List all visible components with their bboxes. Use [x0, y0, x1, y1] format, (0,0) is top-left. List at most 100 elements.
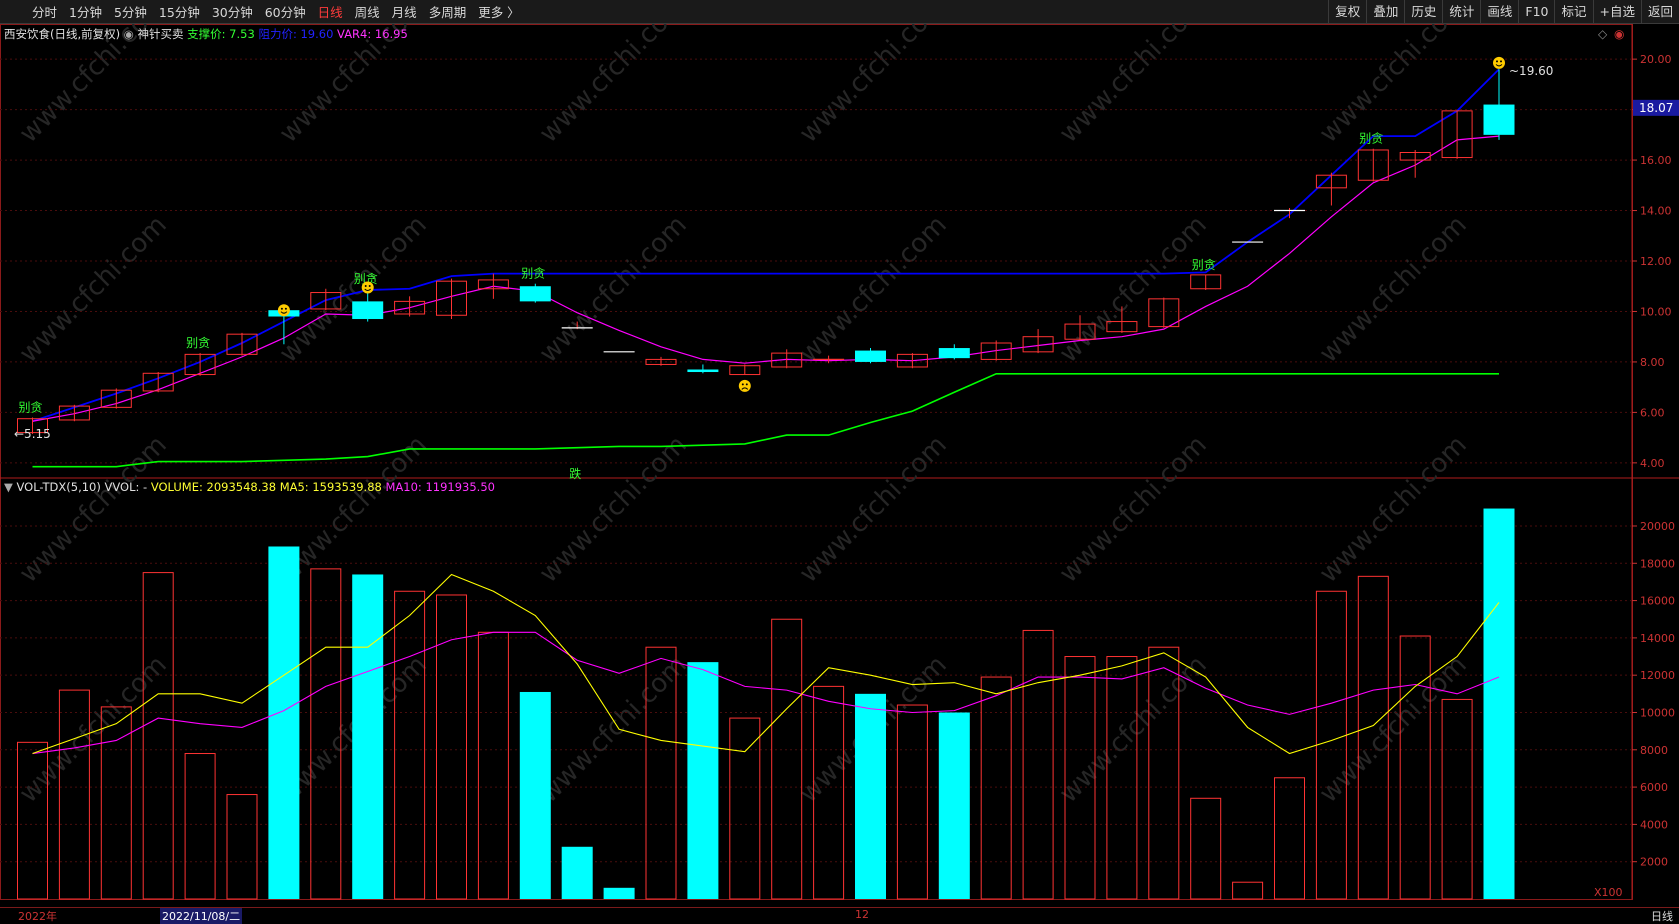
current-price-tag: 18.07 — [1639, 101, 1673, 115]
candle-body-up — [226, 333, 258, 355]
smile-icon-mouth — [1495, 64, 1503, 67]
action-button-5[interactable]: F10 — [1518, 0, 1554, 24]
action-button-0[interactable]: 复权 — [1328, 0, 1366, 24]
candle-body-up — [1064, 323, 1096, 340]
price-tick-label: 6.00 — [1640, 406, 1665, 419]
watermark-text: www.cfchi.com — [534, 24, 693, 149]
candle-body-up — [1441, 110, 1473, 159]
candle-body-up — [771, 352, 803, 368]
candle-body-up — [1148, 298, 1180, 328]
candle-body-up — [310, 292, 342, 310]
period-tab-0[interactable]: 分时 — [32, 5, 58, 20]
signal-label: 别贪 — [1359, 131, 1383, 146]
price-info-line: 西安饮食(日线,前复权) ◉ 神针买卖 支撑价: 7.53 阻力价: 19.60… — [4, 27, 408, 41]
action-button-6[interactable]: 标记 — [1554, 0, 1592, 24]
period-tab-4[interactable]: 30分钟 — [211, 5, 253, 20]
volume-bar-up — [729, 717, 761, 900]
volume-bar-up — [813, 685, 845, 900]
volume-tick-label: 18000 — [1640, 557, 1675, 570]
volume-bar-up — [142, 572, 174, 900]
watermark-text: www.cfchi.com — [1054, 650, 1213, 809]
year-label: 2022年 — [18, 910, 57, 923]
period-tab-7[interactable]: 周线 — [354, 5, 380, 20]
volume-info-line: ▼ VOL-TDX(5,10) VVOL: - VOLUME: 2093548.… — [4, 480, 495, 494]
candle-body-up — [896, 353, 928, 368]
action-button-3[interactable]: 统计 — [1442, 0, 1480, 24]
price-tick-label: 20.00 — [1640, 53, 1672, 66]
watermark-text: www.cfchi.com — [794, 430, 953, 589]
period-tab-2[interactable]: 5分钟 — [113, 5, 147, 20]
candle-body-down — [519, 286, 551, 302]
volume-bar-up — [645, 646, 677, 900]
signal-label: 别贪 — [354, 271, 378, 286]
volume-bar-up — [771, 618, 803, 900]
smile-icon — [277, 304, 290, 317]
candle-body-up — [142, 372, 174, 392]
price-tick-label: 4.00 — [1640, 457, 1665, 470]
diamond-icon: ◇ — [1598, 27, 1608, 41]
candle-body-up — [1106, 321, 1138, 333]
volume-tick-label: 14000 — [1640, 632, 1675, 645]
period-tab-6[interactable]: 日线 — [317, 5, 343, 20]
watermark-text: www.cfchi.com — [794, 24, 953, 149]
volume-bar-up — [394, 590, 426, 900]
smile-icon-eye — [1500, 60, 1502, 63]
volume-bar-down — [603, 887, 635, 899]
volume-bar-up — [1274, 777, 1305, 900]
price-tick-label: 16.00 — [1640, 154, 1672, 167]
candle-body-up — [436, 280, 467, 316]
candle-body-up — [729, 365, 761, 376]
volume-bar-up — [310, 568, 342, 900]
smile-icon — [1493, 56, 1505, 69]
action-button-4[interactable]: 画线 — [1480, 0, 1518, 24]
volume-bar-down — [1483, 508, 1515, 899]
volume-bar-up — [1232, 881, 1264, 900]
volume-bar-up — [1399, 635, 1431, 900]
action-button-1[interactable]: 叠加 — [1366, 0, 1404, 24]
volume-ma5-line — [32, 573, 1500, 755]
period-label[interactable]: 日线 — [1651, 910, 1673, 923]
sad-icon-eye — [745, 383, 748, 386]
action-button-2[interactable]: 历史 — [1404, 0, 1442, 24]
period-tab-3[interactable]: 15分钟 — [158, 5, 200, 20]
volume-tick-label: 6000 — [1640, 781, 1668, 794]
support-line — [32, 372, 1499, 468]
smile-icon-mouth — [364, 288, 372, 291]
var4-line — [32, 135, 1500, 422]
candle-body-up — [184, 353, 216, 376]
candle-body-up — [1022, 336, 1054, 353]
candle-body-up — [477, 279, 509, 290]
month-label: 12 — [855, 908, 869, 921]
chart-area[interactable]: www.cfchi.com www.cfchi.com www.cfchi.com w… — [0, 24, 1679, 907]
price-tick-label: 14.00 — [1640, 205, 1672, 218]
current-price-tag-bg — [1633, 99, 1679, 116]
volume-tick-label: 20000 — [1640, 520, 1675, 533]
candle-body-up — [17, 418, 48, 434]
period-tab-10[interactable]: 更多 〉 — [478, 5, 520, 20]
watermark-text: www.cfchi.com — [274, 24, 433, 149]
signal-label: 别贪 — [1192, 257, 1216, 272]
volume-tick-label: 2000 — [1640, 856, 1668, 869]
volume-bar-up — [1064, 656, 1096, 900]
down-label: 跌 — [569, 466, 581, 481]
cursor-date: 2022/11/08/二 — [160, 908, 243, 924]
candle-body-up — [980, 342, 1012, 360]
sad-icon-mouth — [741, 387, 749, 390]
watermark-text: www.cfchi.com — [1054, 430, 1213, 589]
watermark-text: www.cfchi.com — [534, 650, 693, 809]
volume-tick-label: 12000 — [1640, 669, 1675, 682]
low-price-marker: ←5.15 — [14, 427, 51, 441]
period-tab-9[interactable]: 多周期 — [428, 5, 467, 20]
period-tab-8[interactable]: 月线 — [391, 5, 417, 20]
watermark-text: www.cfchi.com — [1314, 24, 1473, 149]
candle-body-down — [352, 301, 384, 320]
period-tab-1[interactable]: 1分钟 — [69, 5, 102, 20]
period-tab-5[interactable]: 60分钟 — [264, 5, 306, 20]
action-button-8[interactable]: 返回 — [1640, 0, 1679, 24]
action-button-7[interactable]: +自选 — [1592, 0, 1641, 24]
signal-label: 别贪 — [186, 335, 210, 350]
volume-ma10-line — [32, 631, 1500, 755]
watermark-text: www.cfchi.com — [1314, 210, 1473, 369]
volume-bar-down — [352, 574, 384, 899]
volume-bar-up — [1148, 646, 1180, 900]
